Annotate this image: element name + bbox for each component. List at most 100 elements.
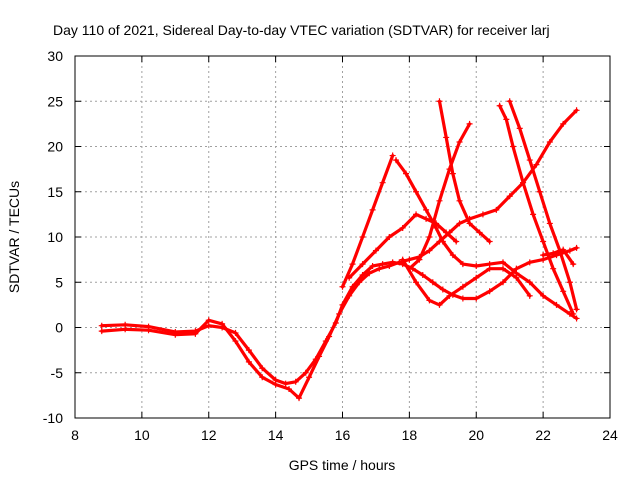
data-point <box>456 197 463 204</box>
data-point <box>503 116 510 123</box>
data-point <box>259 365 266 372</box>
data-point <box>296 395 303 402</box>
series-track-7 <box>399 256 533 308</box>
data-point <box>232 338 239 345</box>
data-point <box>413 211 420 218</box>
data-point <box>232 329 239 336</box>
x-tick-label: 22 <box>535 427 551 443</box>
data-point <box>245 358 252 365</box>
data-point <box>346 274 353 281</box>
data-point <box>372 247 379 254</box>
data-point <box>546 220 553 227</box>
data-point <box>436 197 443 204</box>
data-point <box>536 188 543 195</box>
data-point <box>426 247 433 254</box>
data-point <box>426 297 433 304</box>
data-point <box>423 206 430 213</box>
x-tick-label: 16 <box>335 427 351 443</box>
data-point <box>510 143 517 150</box>
data-point <box>433 224 440 231</box>
data-point <box>446 292 453 299</box>
data-point <box>359 261 366 268</box>
data-point <box>145 327 152 334</box>
data-point <box>359 272 366 279</box>
data-point <box>449 252 456 259</box>
data-point <box>406 256 413 263</box>
data-point <box>560 120 567 127</box>
x-tick-label: 10 <box>134 427 150 443</box>
data-point <box>500 265 506 272</box>
data-point <box>520 179 527 186</box>
data-point <box>496 102 503 109</box>
y-axis: -10 -5 0 5 10 15 20 25 30 <box>43 48 610 426</box>
data-point <box>272 381 279 388</box>
data-point <box>286 386 292 393</box>
data-point <box>550 265 557 272</box>
series-track-2 <box>98 107 580 402</box>
data-point <box>459 295 466 302</box>
y-tick-label: 10 <box>47 229 63 245</box>
data-point <box>349 261 356 268</box>
data-point <box>359 234 366 240</box>
data-point <box>533 161 540 168</box>
data-point <box>219 320 226 327</box>
data-point <box>302 369 309 376</box>
data-point <box>443 134 450 141</box>
x-axis-label: GPS time / hours <box>289 457 396 473</box>
data-point <box>570 261 577 268</box>
y-tick-label: 15 <box>47 184 63 200</box>
data-point <box>573 315 580 322</box>
data-point <box>356 279 363 286</box>
x-tick-label: 18 <box>402 427 418 443</box>
data-point <box>172 331 179 338</box>
data-point <box>336 310 343 317</box>
data-point <box>473 274 480 281</box>
series-line <box>340 154 395 289</box>
data-point <box>413 279 420 286</box>
data-point <box>560 246 567 253</box>
data-point <box>316 353 323 360</box>
data-point <box>566 247 573 254</box>
data-point <box>346 292 353 299</box>
data-point <box>453 238 460 245</box>
data-point <box>205 322 212 329</box>
data-point <box>516 125 523 132</box>
data-point <box>500 259 506 266</box>
data-point <box>560 288 567 295</box>
data-point <box>399 224 406 231</box>
data-point <box>403 170 410 177</box>
data-point <box>389 152 396 159</box>
y-tick-label: 5 <box>55 274 63 290</box>
data-point <box>429 279 436 286</box>
data-point <box>449 170 456 177</box>
data-point <box>486 288 493 295</box>
data-point <box>339 283 346 290</box>
chart-title: Day 110 of 2021, Sidereal Day-to-day VTE… <box>53 22 550 38</box>
series-line <box>541 248 575 266</box>
data-point <box>459 283 466 290</box>
data-point <box>369 206 376 213</box>
data-point <box>416 256 423 263</box>
y-tick-label: 20 <box>47 139 63 155</box>
y-tick-label: 30 <box>47 48 63 64</box>
y-axis-label: SDTVAR / TECUs <box>6 181 22 293</box>
data-point <box>326 333 333 340</box>
data-point <box>526 157 533 164</box>
series-track-9 <box>496 102 577 317</box>
data-point <box>573 306 580 313</box>
data-point <box>369 262 376 269</box>
x-axis: 8 10 12 14 16 18 20 22 24 <box>71 56 618 443</box>
series-line <box>100 108 579 400</box>
data-point <box>393 157 399 164</box>
data-point <box>540 238 547 245</box>
data-point <box>546 138 553 145</box>
data-point <box>459 261 466 268</box>
data-point <box>386 262 393 269</box>
series-line <box>508 99 579 311</box>
x-tick-label: 8 <box>71 427 79 443</box>
data-point <box>259 374 266 381</box>
y-tick-label: 25 <box>47 93 63 109</box>
x-tick-label: 14 <box>268 427 284 443</box>
data-point <box>486 265 493 272</box>
